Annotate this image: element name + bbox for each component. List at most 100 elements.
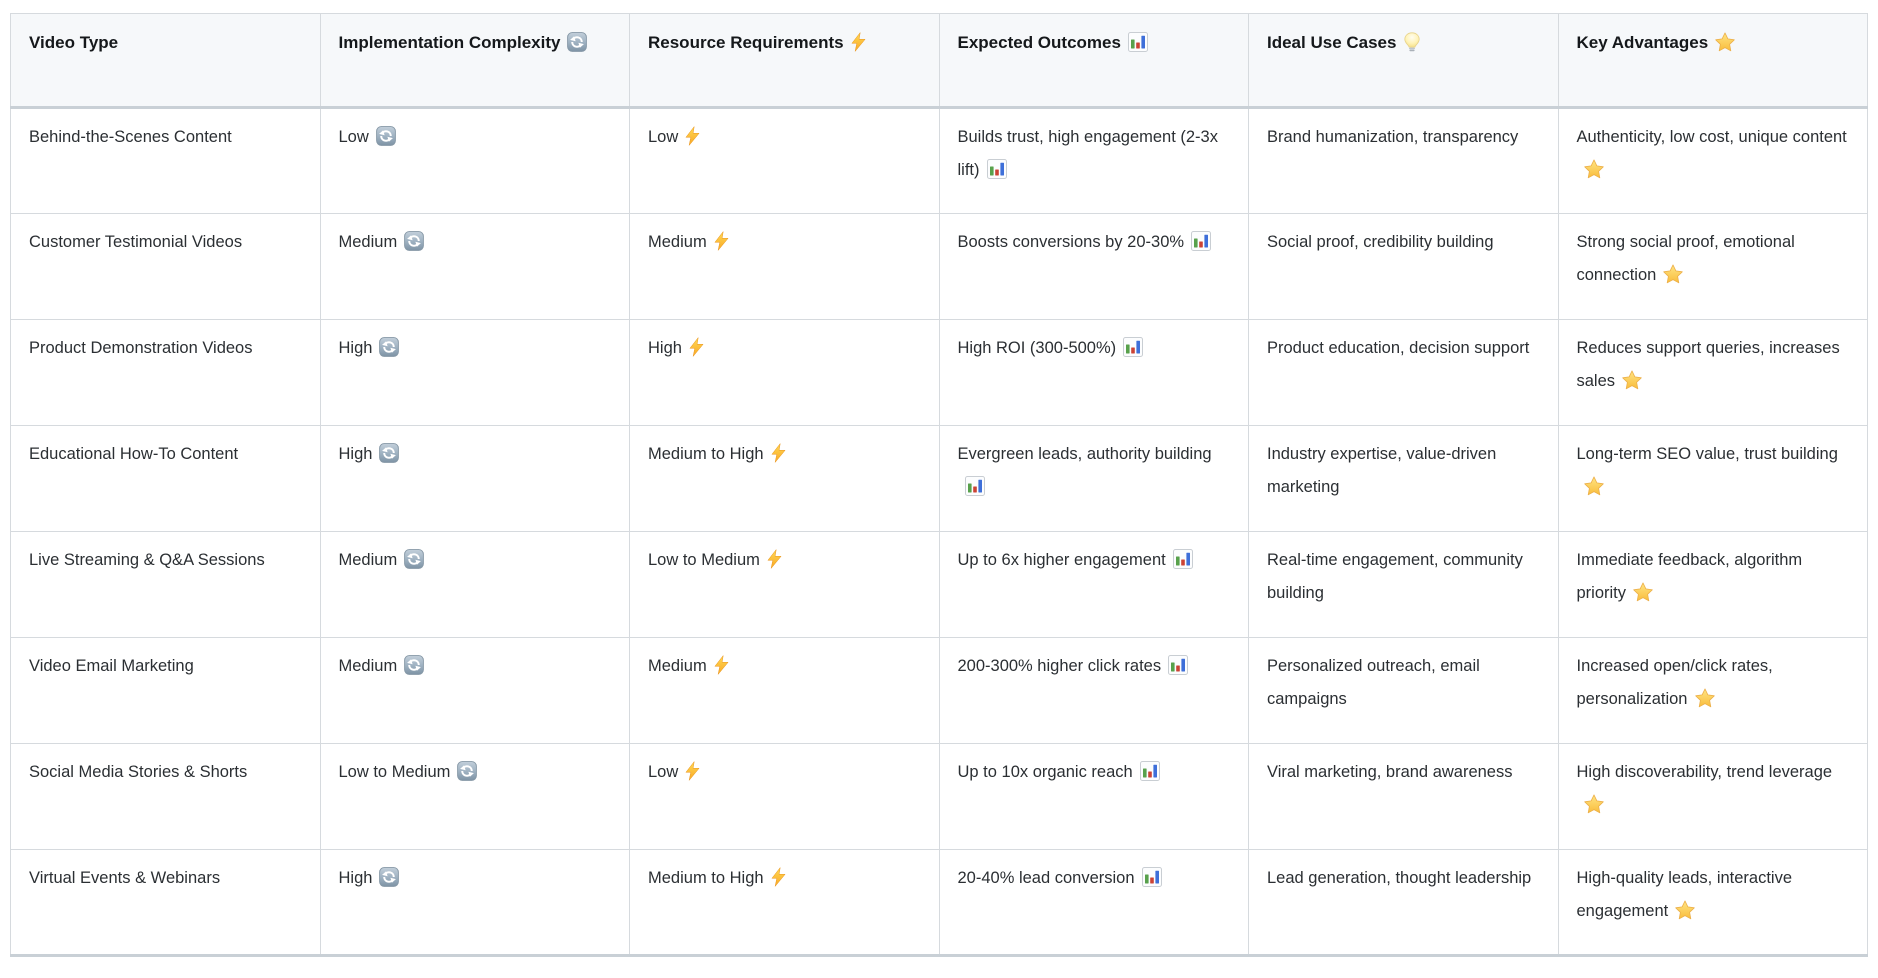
cell-expected-outcomes: Boosts conversions by 20-30% [938, 213, 1249, 320]
lightning-icon [714, 231, 729, 251]
table-row: Behind-the-Scenes Content Low Low Builds … [10, 107, 1868, 214]
cell-text: High discoverability, trend leverage [1576, 763, 1833, 781]
cell-video-type: Virtual Events & Webinars [10, 849, 321, 957]
cell-text: High [338, 339, 373, 357]
star-icon [1663, 264, 1684, 284]
bar-chart-icon [1141, 867, 1162, 887]
cell-resource-requirements: Low [629, 743, 940, 850]
cell-video-type: Behind-the-Scenes Content [10, 107, 321, 214]
cell-resource-requirements: Low [629, 107, 940, 214]
lightning-icon [767, 549, 782, 569]
bar-chart-icon [964, 476, 985, 496]
cell-resource-requirements: Medium to High [629, 425, 940, 532]
cell-text: 20-40% lead conversion [957, 869, 1135, 887]
cell-text: Personalized outreach, email campaigns [1267, 657, 1480, 708]
cell-ideal-use-cases: Industry expertise, value-driven marketi… [1248, 425, 1559, 532]
star-icon [1694, 688, 1715, 708]
cell-text: Live Streaming & Q&A Sessions [29, 551, 265, 569]
column-header-label: Resource Requirements [648, 33, 844, 52]
column-header-label: Video Type [29, 33, 119, 52]
bar-chart-icon [1139, 761, 1160, 781]
bar-chart-icon [1172, 549, 1193, 569]
table-row: Educational How-To Content High Medium to… [10, 425, 1868, 532]
table-row: Virtual Events & Webinars High Medium to … [10, 849, 1868, 957]
column-header-video-type: Video Type [10, 13, 321, 109]
cell-text: High [338, 445, 373, 463]
cell-text: Medium [648, 657, 707, 675]
lightning-icon [689, 337, 704, 357]
cell-text: Video Email Marketing [29, 657, 194, 675]
cell-key-advantages: Strong social proof, emotional connectio… [1557, 213, 1868, 320]
cell-key-advantages: Increased open/click rates, personalizat… [1557, 637, 1868, 744]
cell-resource-requirements: Medium [629, 637, 940, 744]
column-header-label: Implementation Complexity [338, 33, 561, 52]
cell-ideal-use-cases: Social proof, credibility building [1248, 213, 1559, 320]
table-row: Video Email Marketing Medium Medium 200-3… [10, 637, 1868, 744]
cell-text: Up to 6x higher engagement [957, 551, 1166, 569]
lightning-icon [771, 443, 785, 463]
star-icon [1622, 370, 1642, 390]
refresh-icon [379, 867, 400, 887]
cell-video-type: Social Media Stories & Shorts [10, 743, 321, 850]
cell-text: Industry expertise, value-driven marketi… [1267, 445, 1497, 496]
cell-text: Low to Medium [648, 551, 760, 569]
table-row: Live Streaming & Q&A Sessions Medium Low … [10, 531, 1868, 638]
cell-resource-requirements: Medium [629, 213, 940, 320]
cell-text: Long-term SEO value, trust building [1576, 445, 1838, 463]
star-icon [1583, 159, 1604, 179]
cell-expected-outcomes: Up to 10x organic reach [938, 743, 1249, 850]
cell-ideal-use-cases: Personalized outreach, email campaigns [1248, 637, 1559, 744]
cell-video-type: Live Streaming & Q&A Sessions [10, 531, 321, 638]
cell-implementation-complexity: Low [319, 107, 630, 214]
cell-text: Low [648, 128, 679, 146]
cell-text: High [648, 339, 682, 357]
cell-key-advantages: Immediate feedback, algorithm priority [1557, 531, 1868, 638]
cell-video-type: Product Demonstration Videos [10, 319, 321, 426]
cell-key-advantages: High discoverability, trend leverage [1557, 743, 1868, 850]
lightning-icon [685, 126, 700, 146]
column-header-expected-outcomes: Expected Outcomes [938, 13, 1249, 109]
refresh-icon [567, 32, 588, 52]
cell-text: Low to Medium [338, 763, 451, 781]
refresh-icon [404, 655, 425, 675]
cell-expected-outcomes: Evergreen leads, authority building [938, 425, 1249, 532]
refresh-icon [375, 126, 396, 146]
refresh-icon [404, 231, 425, 251]
header-row: Video Type Implementation Complexity Reso… [10, 13, 1868, 109]
cell-implementation-complexity: Medium [319, 213, 630, 320]
star-icon [1715, 32, 1735, 52]
cell-text: Customer Testimonial Videos [29, 233, 243, 251]
refresh-icon [457, 761, 478, 781]
cell-key-advantages: Authenticity, low cost, unique content [1557, 107, 1868, 214]
cell-text: Product education, decision support [1267, 339, 1530, 357]
bulb-icon [1404, 32, 1421, 52]
table-row: Customer Testimonial Videos Medium Medium… [10, 213, 1868, 320]
cell-key-advantages: Reduces support queries, increases sales [1557, 319, 1868, 426]
cell-text: Authenticity, low cost, unique content [1576, 128, 1847, 146]
lightning-icon [714, 655, 729, 675]
cell-video-type: Customer Testimonial Videos [10, 213, 321, 320]
cell-key-advantages: High-quality leads, interactive engageme… [1557, 849, 1868, 957]
column-header-key-advantages: Key Advantages [1557, 13, 1868, 109]
cell-ideal-use-cases: Lead generation, thought leadership [1248, 849, 1559, 957]
bar-chart-icon [986, 159, 1007, 179]
cell-text: Medium to High [648, 445, 764, 463]
cell-text: Low [648, 763, 679, 781]
cell-ideal-use-cases: Product education, decision support [1248, 319, 1559, 426]
cell-text: Educational How-To Content [29, 445, 239, 463]
cell-text: Reduces support queries, increases sales [1576, 339, 1840, 390]
page: Video Type Implementation Complexity Reso… [10, 13, 1868, 957]
cell-text: Increased open/click rates, personalizat… [1576, 657, 1773, 708]
video-types-comparison-table: Video Type Implementation Complexity Reso… [10, 13, 1868, 957]
cell-expected-outcomes: 20-40% lead conversion [938, 849, 1249, 957]
cell-implementation-complexity: Medium [319, 637, 630, 744]
cell-resource-requirements: High [629, 319, 940, 426]
cell-implementation-complexity: High [319, 319, 630, 426]
column-header-ideal-use-cases: Ideal Use Cases [1248, 13, 1559, 109]
cell-text: Social proof, credibility building [1267, 233, 1494, 251]
cell-text: High ROI (300-500%) [957, 339, 1117, 357]
table-body: Behind-the-Scenes Content Low Low Builds … [10, 107, 1868, 957]
cell-expected-outcomes: Up to 6x higher engagement [938, 531, 1249, 638]
star-icon [1583, 794, 1604, 814]
table-row: Product Demonstration Videos High High Hi… [10, 319, 1868, 426]
